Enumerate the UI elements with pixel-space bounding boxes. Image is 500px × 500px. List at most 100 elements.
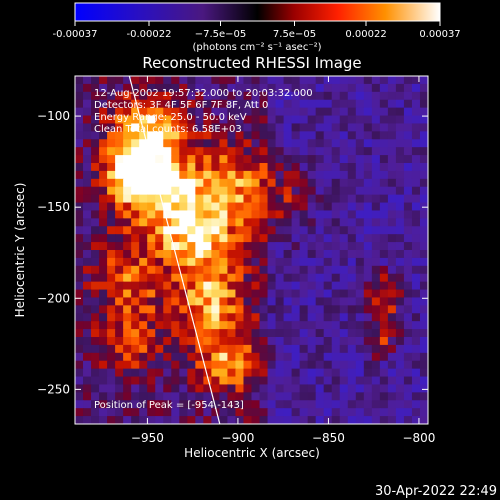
heatmap-cell xyxy=(283,305,293,314)
heatmap-cell xyxy=(283,344,293,354)
heatmap-cell xyxy=(307,321,317,330)
heatmap-cell xyxy=(251,376,261,386)
heatmap-cell xyxy=(195,281,204,291)
heatmap-cell xyxy=(115,368,124,378)
heatmap-cell xyxy=(299,265,309,275)
heatmap-cell xyxy=(139,155,148,164)
heatmap-cell xyxy=(195,416,204,424)
heatmap-cell xyxy=(131,242,140,251)
heatmap-cell xyxy=(307,337,317,346)
heatmap-cell xyxy=(307,107,317,117)
heatmap-cell xyxy=(331,400,341,409)
heatmap-cell xyxy=(403,297,413,306)
heatmap-cell xyxy=(411,321,421,330)
heatmap-cell xyxy=(419,321,428,330)
heatmap-cell xyxy=(131,218,140,227)
heatmap-cell xyxy=(363,265,373,275)
heatmap-cell xyxy=(323,257,333,267)
heatmap-cell xyxy=(251,91,261,101)
heatmap-cell xyxy=(115,321,124,330)
heatmap-cell xyxy=(355,202,365,212)
heatmap-cell xyxy=(403,313,413,322)
heatmap-cell xyxy=(147,83,156,93)
heatmap-cell xyxy=(275,376,285,386)
heatmap-cell xyxy=(275,186,285,196)
heatmap-cell xyxy=(163,384,172,393)
heatmap-cell xyxy=(227,281,237,291)
heatmap-cell xyxy=(347,91,357,101)
heatmap-cell xyxy=(339,234,349,243)
heatmap-cell xyxy=(171,337,180,346)
heatmap-cell xyxy=(211,242,221,251)
heatmap-cell xyxy=(251,194,261,204)
heatmap-cell xyxy=(323,147,333,156)
heatmap-cell xyxy=(147,194,156,204)
heatmap-cell xyxy=(155,242,164,251)
heatmap-cell xyxy=(371,400,381,409)
heatmap-cell xyxy=(387,83,397,93)
heatmap-cell xyxy=(195,305,204,314)
heatmap-cell xyxy=(187,91,196,101)
heatmap-cell xyxy=(187,273,196,283)
heatmap-cell xyxy=(379,376,389,386)
heatmap-cell xyxy=(363,178,373,188)
heatmap-cell xyxy=(139,360,148,370)
heatmap-cell xyxy=(379,352,389,362)
heatmap-cell xyxy=(115,202,124,212)
chart-title: Reconstructed RHESSI Image xyxy=(142,54,361,72)
heatmap-cell xyxy=(323,360,333,370)
heatmap-cell xyxy=(171,115,180,125)
heatmap-cell xyxy=(419,194,428,204)
heatmap-cell xyxy=(307,392,317,401)
heatmap-cell xyxy=(275,313,285,322)
heatmap-cell xyxy=(387,368,397,378)
heatmap-cell xyxy=(283,360,293,370)
heatmap-cell xyxy=(91,76,100,85)
heatmap-cell xyxy=(315,368,325,378)
heatmap-cell xyxy=(91,337,100,346)
heatmap-cell xyxy=(147,329,156,338)
heatmap-cell xyxy=(179,273,188,283)
heatmap-cell xyxy=(107,329,116,338)
heatmap-cell xyxy=(235,91,245,101)
heatmap-cell xyxy=(147,273,156,283)
heatmap-cell xyxy=(291,392,301,401)
heatmap-cell xyxy=(403,226,413,235)
heatmap-cell xyxy=(411,163,421,172)
heatmap-cell xyxy=(283,408,293,417)
heatmap-cell xyxy=(115,234,124,243)
heatmap-cell xyxy=(331,123,341,132)
heatmap-cell xyxy=(139,234,148,243)
heatmap-cell xyxy=(203,99,212,109)
heatmap-cell xyxy=(235,147,245,156)
heatmap-cell xyxy=(419,76,428,85)
heatmap-cell xyxy=(107,139,116,148)
heatmap-cell xyxy=(347,360,357,370)
heatmap-cell xyxy=(83,123,92,132)
heatmap-cell xyxy=(91,107,100,117)
heatmap-cell xyxy=(227,376,237,386)
heatmap-cell xyxy=(259,281,269,291)
heatmap-cell xyxy=(411,392,421,401)
heatmap-cell xyxy=(395,194,405,204)
heatmap-cell xyxy=(187,321,196,330)
heatmap-cell xyxy=(275,297,285,306)
heatmap-cell xyxy=(203,186,212,196)
heatmap-cell xyxy=(171,107,180,117)
heatmap-cell xyxy=(411,107,421,117)
heatmap-cell xyxy=(339,257,349,267)
heatmap-cell xyxy=(107,257,116,267)
heatmap-cell xyxy=(123,360,132,370)
heatmap-cell xyxy=(211,115,221,125)
heatmap-cell xyxy=(155,344,164,354)
heatmap-cell xyxy=(91,155,100,164)
heatmap-cell xyxy=(211,210,221,219)
heatmap-cell xyxy=(75,139,84,148)
heatmap-cell xyxy=(395,400,405,409)
heatmap-cell xyxy=(75,265,84,275)
heatmap-cell xyxy=(315,297,325,306)
heatmap-cell xyxy=(243,91,253,101)
heatmap-cell xyxy=(331,234,341,243)
heatmap-cell xyxy=(187,170,196,180)
heatmap-cell xyxy=(227,83,237,93)
